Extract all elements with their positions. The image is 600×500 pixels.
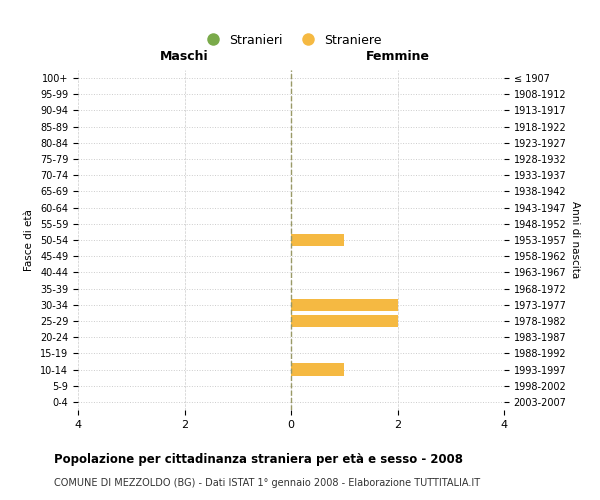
Text: Femmine: Femmine bbox=[365, 50, 430, 63]
Bar bbox=[291, 315, 398, 327]
Text: Maschi: Maschi bbox=[160, 50, 209, 63]
Bar bbox=[291, 234, 344, 246]
Legend: Stranieri, Straniere: Stranieri, Straniere bbox=[196, 28, 386, 52]
Bar bbox=[291, 298, 398, 311]
Y-axis label: Anni di nascita: Anni di nascita bbox=[571, 202, 580, 278]
Text: COMUNE DI MEZZOLDO (BG) - Dati ISTAT 1° gennaio 2008 - Elaborazione TUTTITALIA.I: COMUNE DI MEZZOLDO (BG) - Dati ISTAT 1° … bbox=[54, 478, 480, 488]
Text: Popolazione per cittadinanza straniera per età e sesso - 2008: Popolazione per cittadinanza straniera p… bbox=[54, 452, 463, 466]
Bar bbox=[291, 364, 344, 376]
Y-axis label: Fasce di età: Fasce di età bbox=[25, 209, 34, 271]
